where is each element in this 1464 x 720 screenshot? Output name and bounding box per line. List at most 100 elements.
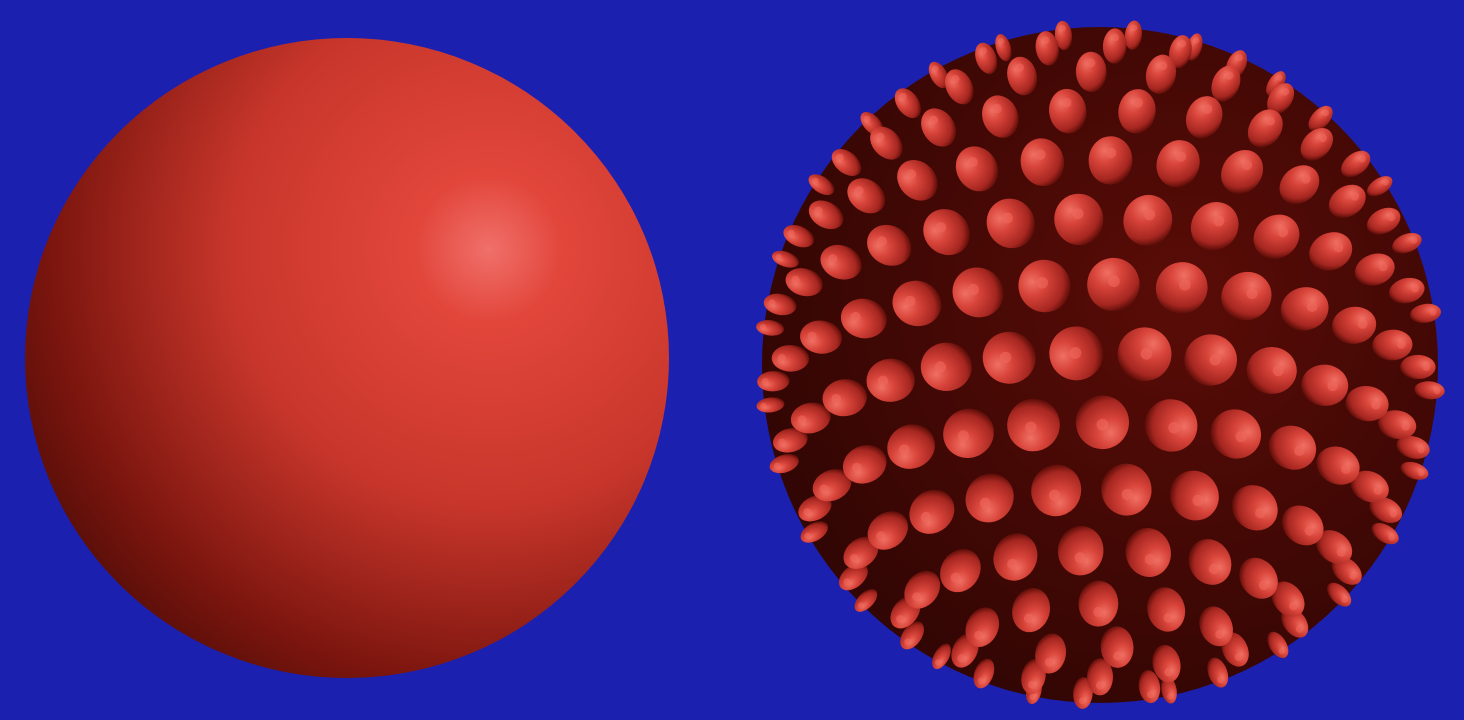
spike: [756, 319, 785, 336]
spike-tip: [836, 153, 844, 162]
spike: [1280, 287, 1329, 331]
spike: [1268, 425, 1317, 470]
spike-tip: [1140, 347, 1153, 360]
spike-tip: [1278, 647, 1285, 655]
spike-tip: [1417, 445, 1425, 454]
spike-tip: [967, 283, 979, 296]
spike-tip: [1272, 365, 1284, 377]
spike-tip: [1225, 71, 1234, 80]
spike: [1372, 329, 1413, 361]
spike: [1199, 606, 1233, 647]
spike-tip: [1108, 275, 1120, 288]
spike-tip: [1289, 601, 1298, 611]
spike: [840, 298, 887, 339]
spike-tip: [912, 592, 922, 602]
spike-tip: [1350, 192, 1360, 201]
spike: [1345, 386, 1389, 422]
spike: [1188, 539, 1232, 585]
smooth-sphere-body: [25, 38, 669, 678]
spike-tip: [1074, 552, 1086, 563]
spike-tip: [787, 229, 795, 237]
spike: [1389, 277, 1425, 304]
spiky-sphere: [756, 20, 1445, 709]
spike-tip: [1258, 580, 1269, 591]
spike: [1035, 633, 1067, 674]
spike: [1118, 89, 1156, 134]
spike-tip: [1422, 363, 1431, 371]
spike: [1400, 354, 1436, 380]
spike-tip: [1373, 486, 1383, 495]
spike: [981, 95, 1019, 138]
spike-tip: [935, 222, 947, 233]
spike: [1054, 20, 1073, 51]
spike: [772, 428, 808, 453]
spike: [1221, 149, 1264, 194]
spike-tip: [850, 311, 861, 322]
spike-tip: [920, 511, 932, 523]
spike: [940, 549, 981, 593]
spike: [1156, 140, 1200, 188]
spike: [909, 489, 955, 534]
spike-tip: [1175, 151, 1187, 162]
spike: [1125, 528, 1171, 577]
spike-tip: [1048, 489, 1061, 501]
spike-tip: [791, 275, 800, 284]
spike-tip: [1358, 155, 1366, 163]
spike-tip: [957, 654, 966, 663]
spike: [1210, 409, 1262, 459]
spike: [812, 469, 852, 502]
spike-tip: [1217, 676, 1224, 684]
spike: [1100, 626, 1134, 668]
spike: [1239, 557, 1278, 599]
spike-tip: [1105, 147, 1117, 159]
spike: [1231, 485, 1278, 531]
spike: [993, 533, 1038, 581]
spiky-sphere-spikes: [756, 20, 1445, 709]
spike-tip: [1322, 109, 1329, 117]
spike-tip: [979, 497, 991, 509]
spike: [986, 198, 1035, 249]
spike-tip: [1192, 494, 1204, 507]
spike-tip: [828, 254, 838, 264]
spike-tip: [1093, 606, 1104, 618]
spike-tip: [1029, 694, 1036, 701]
spike-tip: [904, 638, 912, 646]
spike-tip: [1168, 422, 1180, 434]
spike-tip: [1208, 563, 1220, 575]
spike: [1147, 587, 1186, 632]
spike-tip: [1061, 97, 1072, 108]
spike-tip: [1378, 262, 1388, 272]
spike-tip: [854, 186, 864, 196]
spike-tip: [1401, 422, 1410, 431]
spike-tip: [863, 115, 871, 122]
spike-tip: [777, 354, 786, 363]
spike-tip: [876, 132, 885, 141]
spike: [757, 370, 790, 392]
spike-tip: [1096, 418, 1109, 431]
spike-tip: [979, 47, 988, 55]
spike: [1309, 232, 1353, 271]
spike-tip: [1113, 651, 1123, 661]
spike: [867, 511, 908, 550]
spike-tip: [1327, 380, 1338, 392]
spike-tip: [1027, 680, 1036, 689]
spike-tip: [1167, 693, 1174, 700]
spike-tip: [896, 615, 905, 623]
spike-tip: [1255, 507, 1266, 519]
spike: [943, 408, 994, 458]
spike-tip: [1396, 340, 1406, 349]
spike: [1350, 470, 1389, 503]
spike: [1073, 677, 1093, 709]
spike-tip: [1277, 226, 1289, 238]
spike-tip: [906, 169, 917, 180]
spike: [1152, 644, 1181, 683]
spike: [1221, 271, 1272, 321]
spike: [1145, 54, 1177, 94]
spike-tip: [1341, 596, 1348, 603]
spike-tip: [899, 444, 910, 455]
spike: [1123, 194, 1173, 246]
spike: [892, 280, 942, 327]
spike: [965, 607, 1000, 648]
spike: [1124, 20, 1142, 50]
